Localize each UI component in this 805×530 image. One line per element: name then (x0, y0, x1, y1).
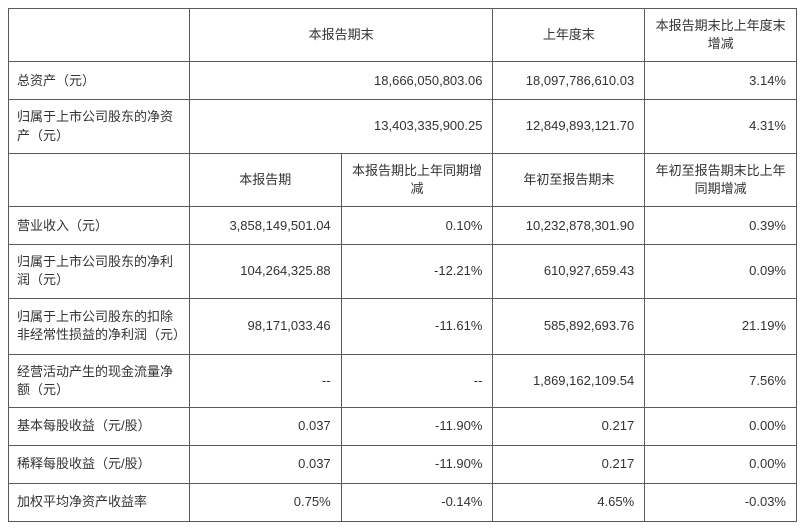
cell-value: -0.03% (645, 483, 797, 521)
cell-value: 4.65% (493, 483, 645, 521)
cell-value: -0.14% (341, 483, 493, 521)
cell-value: -12.21% (341, 245, 493, 298)
row-label-operating-cashflow: 经营活动产生的现金流量净额（元） (9, 354, 190, 407)
row-label-net-assets: 归属于上市公司股东的净资产（元） (9, 100, 190, 153)
cell-value: 10,232,878,301.90 (493, 207, 645, 245)
cell-value: -11.90% (341, 445, 493, 483)
cell-value: 0.10% (341, 207, 493, 245)
cell-value: 585,892,693.76 (493, 298, 645, 354)
header-current-period: 本报告期 (189, 153, 341, 206)
table-row: 归属于上市公司股东的净资产（元） 13,403,335,900.25 12,84… (9, 100, 797, 153)
cell-value: -- (341, 354, 493, 407)
header-yoy-change: 本报告期比上年同期增减 (341, 153, 493, 206)
row-label-weighted-roe: 加权平均净资产收益率 (9, 483, 190, 521)
cell-value: -11.90% (341, 407, 493, 445)
cell-value: 4.31% (645, 100, 797, 153)
table-row: 归属于上市公司股东的扣除非经常性损益的净利润（元） 98,171,033.46 … (9, 298, 797, 354)
cell-value: 0.75% (189, 483, 341, 521)
cell-value: 610,927,659.43 (493, 245, 645, 298)
cell-value: 104,264,325.88 (189, 245, 341, 298)
table-row: 经营活动产生的现金流量净额（元） -- -- 1,869,162,109.54 … (9, 354, 797, 407)
table-row: 总资产（元） 18,666,050,803.06 18,097,786,610.… (9, 62, 797, 100)
row-label-net-profit: 归属于上市公司股东的净利润（元） (9, 245, 190, 298)
table-row: 归属于上市公司股东的净利润（元） 104,264,325.88 -12.21% … (9, 245, 797, 298)
header-blank (9, 9, 190, 62)
cell-value: 98,171,033.46 (189, 298, 341, 354)
table-row: 本报告期末 上年度末 本报告期末比上年度末增减 (9, 9, 797, 62)
row-label-net-profit-ex-nonrecurring: 归属于上市公司股东的扣除非经常性损益的净利润（元） (9, 298, 190, 354)
cell-value: 0.09% (645, 245, 797, 298)
table-row: 本报告期 本报告期比上年同期增减 年初至报告期末 年初至报告期末比上年同期增减 (9, 153, 797, 206)
cell-value: 0.037 (189, 445, 341, 483)
cell-value: 0.39% (645, 207, 797, 245)
cell-value: 0.00% (645, 407, 797, 445)
cell-value: 1,869,162,109.54 (493, 354, 645, 407)
cell-value: 3,858,149,501.04 (189, 207, 341, 245)
header-ytd-yoy-change: 年初至报告期末比上年同期增减 (645, 153, 797, 206)
header-blank (9, 153, 190, 206)
cell-value: 0.217 (493, 445, 645, 483)
cell-value: 18,097,786,610.03 (493, 62, 645, 100)
cell-value: 13,403,335,900.25 (189, 100, 493, 153)
row-label-basic-eps: 基本每股收益（元/股） (9, 407, 190, 445)
cell-value: 7.56% (645, 354, 797, 407)
cell-value: 0.00% (645, 445, 797, 483)
header-change-vs-prior: 本报告期末比上年度末增减 (645, 9, 797, 62)
cell-value: 0.037 (189, 407, 341, 445)
row-label-revenue: 营业收入（元） (9, 207, 190, 245)
header-prior-year-end: 上年度末 (493, 9, 645, 62)
header-current-period-end: 本报告期末 (189, 9, 493, 62)
table-row: 加权平均净资产收益率 0.75% -0.14% 4.65% -0.03% (9, 483, 797, 521)
row-label-diluted-eps: 稀释每股收益（元/股） (9, 445, 190, 483)
table-row: 基本每股收益（元/股） 0.037 -11.90% 0.217 0.00% (9, 407, 797, 445)
financial-table: 本报告期末 上年度末 本报告期末比上年度末增减 总资产（元） 18,666,05… (8, 8, 797, 522)
cell-value: 0.217 (493, 407, 645, 445)
cell-value: -11.61% (341, 298, 493, 354)
header-ytd: 年初至报告期末 (493, 153, 645, 206)
cell-value: 21.19% (645, 298, 797, 354)
table-row: 稀释每股收益（元/股） 0.037 -11.90% 0.217 0.00% (9, 445, 797, 483)
row-label-total-assets: 总资产（元） (9, 62, 190, 100)
cell-value: -- (189, 354, 341, 407)
table-row: 营业收入（元） 3,858,149,501.04 0.10% 10,232,87… (9, 207, 797, 245)
cell-value: 12,849,893,121.70 (493, 100, 645, 153)
cell-value: 18,666,050,803.06 (189, 62, 493, 100)
cell-value: 3.14% (645, 62, 797, 100)
